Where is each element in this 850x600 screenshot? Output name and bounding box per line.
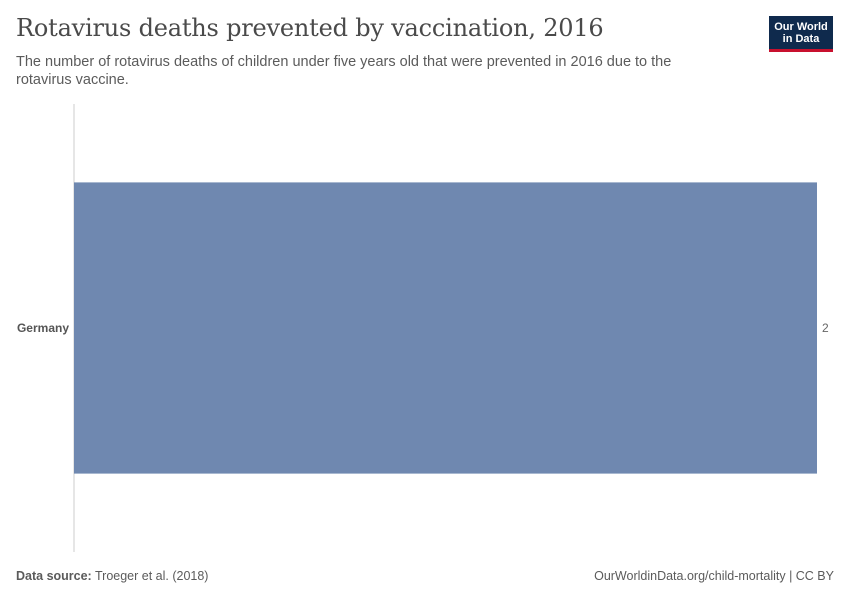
data-source-label: Data source: xyxy=(16,569,92,583)
data-source-value[interactable]: Troeger et al. (2018) xyxy=(94,569,209,583)
owid-logo[interactable]: Our World in Data xyxy=(769,16,833,52)
category-label: Germany xyxy=(17,321,69,335)
data-source: Data source: Troeger et al. (2018) xyxy=(16,569,208,583)
bar-germany[interactable] xyxy=(74,182,817,474)
chart-subtitle: The number of rotavirus deaths of childr… xyxy=(16,54,672,88)
bars-group: Germany 2 xyxy=(17,104,829,552)
chart-title: Rotavirus deaths prevented by vaccinatio… xyxy=(16,14,604,42)
footer-url[interactable]: OurWorldinData.org/child-mortality | CC … xyxy=(594,569,834,583)
logo-line-1: Our World xyxy=(774,21,828,33)
logo-line-2: in Data xyxy=(782,33,820,45)
value-label: 2 xyxy=(822,321,829,335)
